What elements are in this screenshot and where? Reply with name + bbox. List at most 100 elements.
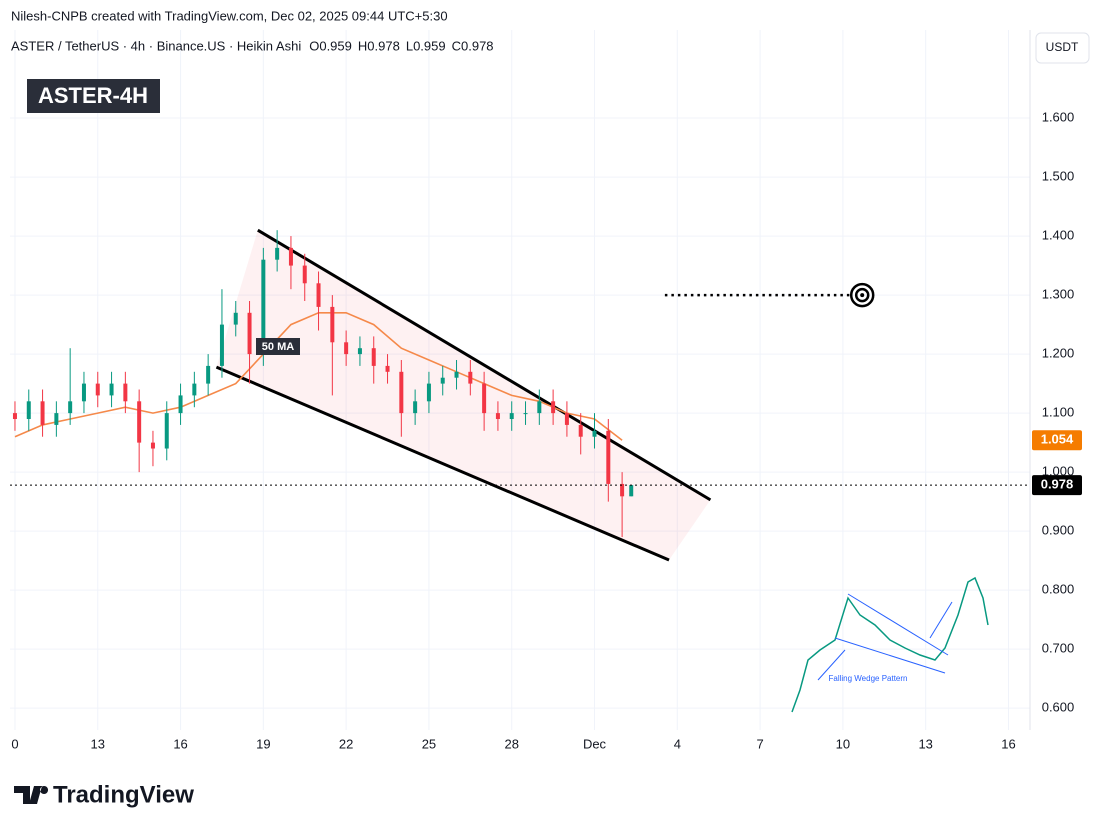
ohlc-label: C — [452, 38, 461, 53]
candle-body — [81, 383, 86, 402]
y-tick-label: 0.700 — [1042, 641, 1075, 656]
y-tick-label: 1.500 — [1042, 169, 1075, 184]
candle-body — [357, 348, 362, 355]
candle-body — [592, 430, 597, 437]
brand: TradingView — [53, 781, 194, 808]
x-tick-label: 19 — [256, 736, 270, 751]
ma-label: 50 MA — [262, 341, 294, 353]
x-tick-label: 25 — [422, 736, 436, 751]
y-tick-label: 1.600 — [1042, 109, 1075, 124]
ohlc-value: 0.959 — [413, 38, 446, 53]
y-tick-label: 0.600 — [1042, 700, 1075, 715]
candle-body — [413, 401, 418, 414]
trendline — [215, 365, 670, 562]
x-tick-label: 13 — [918, 736, 932, 751]
inset-price — [791, 576, 989, 713]
candle-body — [371, 348, 376, 366]
watermark: Nilesh-CNPB created with TradingView.com… — [11, 8, 448, 23]
candle-body — [206, 365, 211, 384]
ma-badge — [1032, 430, 1082, 451]
candle-body — [302, 265, 307, 284]
y-tick-label: 1.000 — [1042, 464, 1075, 479]
logo — [14, 786, 49, 804]
inset-wedge-top — [847, 593, 949, 656]
candle-body — [68, 401, 73, 414]
candle-body — [551, 401, 556, 414]
price-badge-label: 0.978 — [1041, 477, 1074, 492]
candle-body — [620, 483, 625, 497]
candle-body — [261, 259, 266, 355]
candle-body — [178, 395, 183, 414]
candle-body — [344, 342, 349, 355]
ohlc-value: 0.978 — [461, 38, 494, 53]
candle-body — [275, 247, 280, 260]
badge: ASTER-4H — [38, 83, 148, 108]
x-tick-label: 4 — [674, 736, 681, 751]
candle-body — [247, 312, 252, 355]
x-tick-label: 28 — [504, 736, 518, 751]
inset-wedge-bottom — [834, 637, 946, 674]
candle-body — [454, 371, 459, 378]
candle-body — [606, 430, 611, 484]
y-tick-label: 1.400 — [1042, 228, 1075, 243]
candle-body — [288, 247, 293, 266]
inset — [791, 576, 989, 713]
currency-button[interactable] — [1035, 32, 1090, 64]
candle-body — [164, 413, 169, 449]
candle-body — [192, 383, 197, 396]
candle-body — [440, 377, 445, 384]
x-tick-label: 16 — [173, 736, 187, 751]
y-tick-label: 1.100 — [1042, 405, 1075, 420]
candle-body — [509, 413, 514, 420]
trendline — [257, 228, 712, 502]
inset-arrow — [929, 601, 953, 639]
y-tick-label: 1.200 — [1042, 346, 1075, 361]
candle-body — [40, 401, 45, 425]
candle-body — [426, 383, 431, 402]
ma-label-bg — [256, 338, 300, 355]
candle-body — [482, 383, 487, 414]
logo-mark — [14, 786, 49, 804]
currency[interactable]: USDT — [1046, 40, 1079, 54]
plot — [12, 228, 712, 562]
candle-body — [399, 371, 404, 414]
candle-body — [564, 413, 569, 425]
candle-body — [578, 424, 583, 437]
candle-body — [26, 401, 31, 420]
ohlc-label: H — [358, 38, 367, 53]
candle-body — [385, 365, 390, 372]
inset-label: Falling Wedge Pattern — [828, 674, 907, 683]
x-tick-label: 13 — [91, 736, 105, 751]
candle-body — [316, 283, 321, 307]
inset-arrow — [817, 649, 846, 681]
grid — [10, 30, 1030, 730]
symbol: ASTER / TetherUS · 4h · Binance.US · Hei… — [11, 38, 301, 53]
y-tick-label: 0.800 — [1042, 582, 1075, 597]
badge-bg — [27, 79, 160, 113]
x-tick-label: 10 — [836, 736, 850, 751]
y-tick-label: 1.300 — [1042, 287, 1075, 302]
ohlc-label: L — [406, 38, 413, 53]
candle-body — [95, 383, 100, 396]
candle-body — [629, 485, 634, 497]
target-ring — [854, 287, 870, 303]
ma-badge-label: 1.054 — [1041, 432, 1074, 447]
candle-body — [12, 413, 17, 420]
x-tick-label: Dec — [583, 736, 607, 751]
candle-body — [523, 413, 528, 415]
candle-body — [537, 401, 542, 414]
ohlc-value: 0.978 — [367, 38, 400, 53]
x-tick-label: 16 — [1001, 736, 1015, 751]
target-dot — [860, 293, 865, 298]
price-badge — [1032, 475, 1082, 496]
x-tick-label: 7 — [756, 736, 763, 751]
candle-body — [123, 383, 128, 402]
candle-body — [219, 324, 224, 366]
target-ring — [849, 282, 875, 308]
candle-body — [109, 383, 114, 396]
x-tick-label: 22 — [339, 736, 353, 751]
y-tick-label: 0.900 — [1042, 523, 1075, 538]
candle-body — [468, 371, 473, 384]
